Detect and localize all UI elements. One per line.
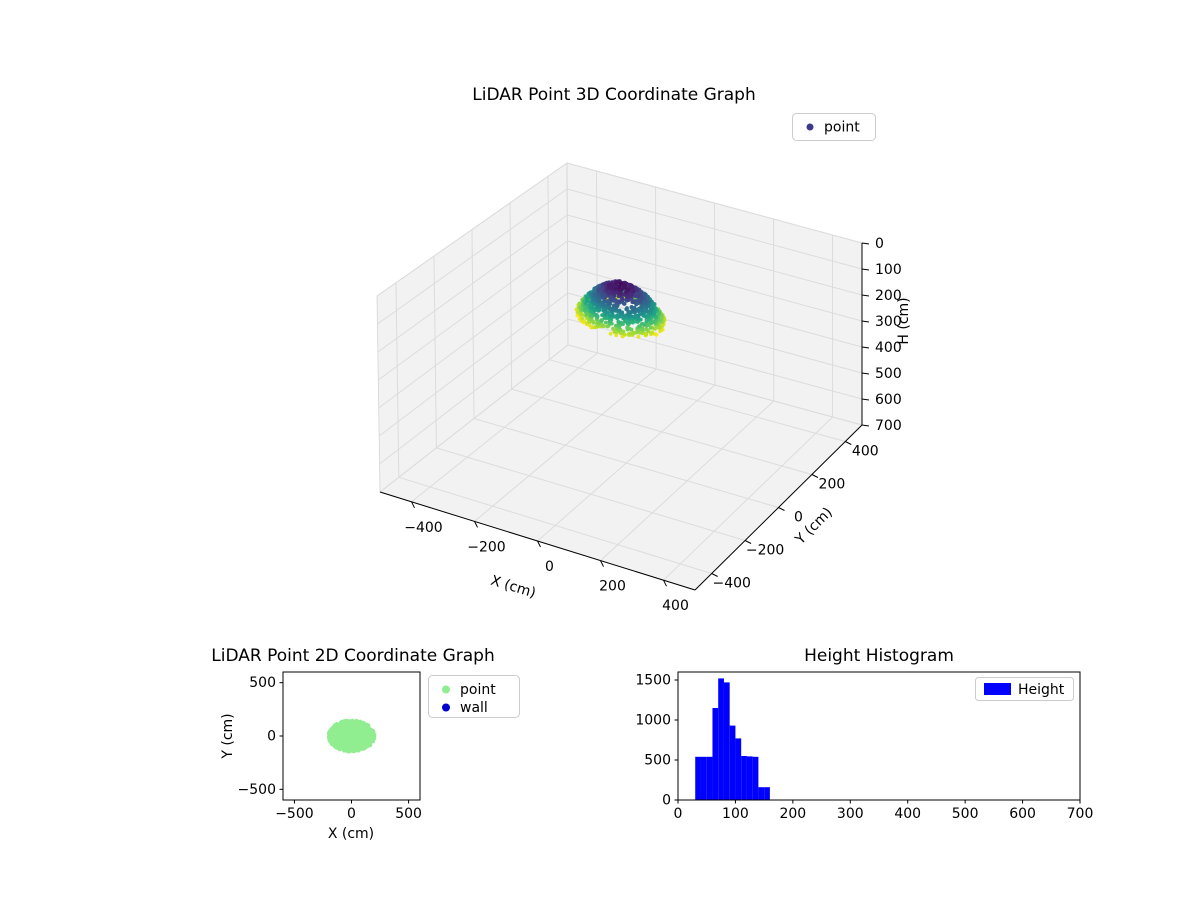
histogram-bar (718, 678, 724, 800)
svg-text:−400: −400 (712, 576, 750, 592)
svg-text:600: 600 (875, 392, 902, 408)
histogram-bar (706, 756, 713, 800)
tick-labels-3d: −400 −200 0 200 400 −400 −200 0 200 400 0 100 200 300… (404, 236, 901, 614)
chart-2d: −500 0 500 500 0 −500 (238, 671, 422, 822)
chart-3d-xaxis-label: X (cm) (489, 573, 538, 602)
legend-label-point-3d: point (824, 120, 860, 136)
histogram-bar (695, 756, 701, 800)
legend-box-3d (792, 113, 876, 141)
svg-text:0: 0 (347, 806, 356, 822)
legend-marker-point-icon (806, 123, 814, 131)
histogram-bar (741, 756, 747, 800)
histogram-bar (758, 787, 765, 800)
svg-text:1000: 1000 (635, 713, 671, 729)
svg-text:500: 500 (249, 675, 276, 691)
chart-3d-legend: point (792, 113, 876, 141)
legend-label-height: Height (1018, 682, 1065, 698)
histogram-bar (712, 708, 719, 800)
svg-text:400: 400 (875, 340, 902, 356)
axis-spines-3d (379, 242, 870, 591)
svg-text:500: 500 (952, 806, 979, 822)
histogram-bar (764, 787, 770, 800)
svg-text:200: 200 (875, 288, 902, 304)
svg-text:700: 700 (875, 418, 902, 434)
legend-label-wall-2d: wall (460, 700, 488, 716)
svg-text:0: 0 (662, 793, 671, 809)
histogram-bars (695, 678, 770, 800)
svg-text:0: 0 (794, 510, 803, 526)
svg-text:600: 600 (1009, 806, 1036, 822)
legend-marker-point-icon (442, 685, 450, 694)
chart-3d: −400 −200 0 200 400 −400 −200 0 200 400 0 100 200 300… (376, 162, 902, 614)
svg-text:−500: −500 (275, 806, 313, 822)
chart-3d-title: LiDAR Point 3D Coordinate Graph (472, 85, 756, 105)
tick-labels-hist: 0 100 200 300 400 500 600 700 0 500 1000 1500 (635, 673, 1093, 823)
legend-box-2d (428, 675, 520, 718)
svg-text:200: 200 (599, 579, 626, 595)
svg-text:0: 0 (545, 559, 554, 575)
ticks-hist (674, 679, 1081, 804)
svg-text:0: 0 (267, 729, 276, 745)
svg-text:−200: −200 (746, 543, 784, 559)
svg-text:0: 0 (875, 236, 884, 252)
chart-2d-yaxis-label: Y (cm) (220, 713, 236, 759)
chart-histogram: 0 100 200 300 400 500 600 700 0 500 1000 1500 (635, 671, 1093, 823)
axes-frame-hist (677, 671, 1081, 801)
svg-text:400: 400 (894, 806, 921, 822)
histogram-bar (735, 738, 742, 800)
chart-2d-legend: point wall (428, 675, 520, 718)
svg-text:200: 200 (779, 806, 806, 822)
svg-text:500: 500 (875, 366, 902, 382)
legend-marker-wall-icon (442, 703, 450, 712)
histogram-bar (746, 756, 753, 800)
svg-text:700: 700 (1067, 806, 1094, 822)
svg-text:300: 300 (837, 806, 864, 822)
svg-text:500: 500 (395, 806, 422, 822)
svg-text:200: 200 (819, 477, 846, 493)
histogram-bar (752, 756, 759, 800)
chart-2d-title: LiDAR Point 2D Coordinate Graph (211, 646, 495, 666)
svg-text:−200: −200 (467, 539, 505, 555)
legend-patch-height-icon (984, 683, 1011, 695)
scatter-points-2d (326, 718, 377, 754)
histogram-bar (723, 682, 730, 800)
legend-label-point-2d: point (460, 682, 496, 698)
svg-text:100: 100 (722, 806, 749, 822)
svg-text:100: 100 (875, 262, 902, 278)
svg-text:1500: 1500 (635, 673, 671, 689)
svg-text:300: 300 (875, 314, 902, 330)
chart-2d-xaxis-label: X (cm) (328, 826, 374, 842)
scatter-points-3d (574, 279, 667, 339)
ticks-2d (279, 682, 410, 804)
svg-text:400: 400 (662, 598, 689, 614)
tick-labels-2d: −500 0 500 500 0 −500 (238, 675, 422, 822)
chart-histogram-legend: Height (975, 677, 1074, 701)
svg-text:400: 400 (852, 444, 879, 460)
histogram-bar (700, 756, 707, 800)
svg-text:0: 0 (674, 806, 683, 822)
histogram-bar (729, 725, 736, 800)
grid-lines-3d (376, 162, 863, 581)
svg-text:−500: −500 (238, 782, 276, 798)
chart-histogram-title: Height Histogram (804, 646, 954, 666)
svg-text:500: 500 (644, 753, 671, 769)
chart-3d-zaxis-label: H (cm) (896, 297, 912, 344)
svg-text:−400: −400 (404, 520, 442, 536)
